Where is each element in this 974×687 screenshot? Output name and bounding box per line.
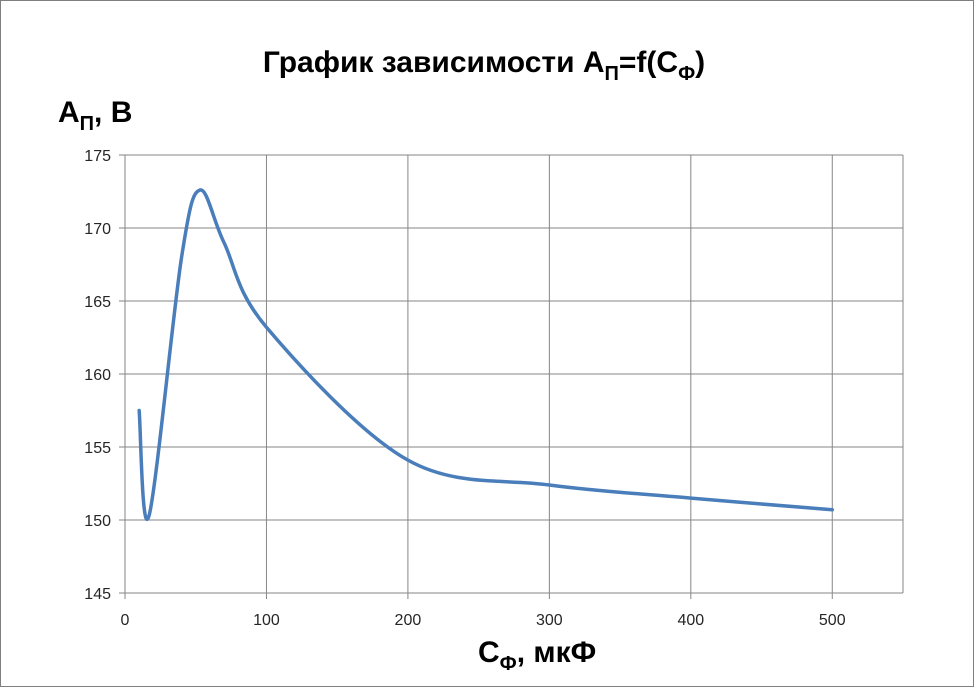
y-tick-label: 150	[84, 513, 111, 530]
plot-area: 145 150 155 160 165 170 175 0 100 200 300 400 500	[84, 148, 904, 629]
y-tick-label: 175	[84, 148, 111, 165]
series-line	[137, 188, 835, 521]
y-tick-label: 170	[84, 221, 111, 238]
x-tick-label: 500	[819, 612, 846, 629]
y-tick-label: 155	[84, 440, 111, 457]
x-tick-label: 400	[677, 612, 704, 629]
y-tick-label: 145	[84, 586, 111, 603]
y-tick-label: 165	[84, 294, 111, 311]
x-tick-label: 300	[536, 612, 563, 629]
chart-title: График зависимости AП=f(CФ)	[263, 46, 705, 85]
y-tick-label: 160	[84, 367, 111, 384]
y-axis-title: AП, В	[58, 96, 132, 135]
x-tick-label: 100	[253, 612, 280, 629]
x-tick-label: 0	[121, 612, 130, 629]
x-axis-title: CФ, мкФ	[478, 636, 596, 675]
x-tick-label: 200	[395, 612, 422, 629]
